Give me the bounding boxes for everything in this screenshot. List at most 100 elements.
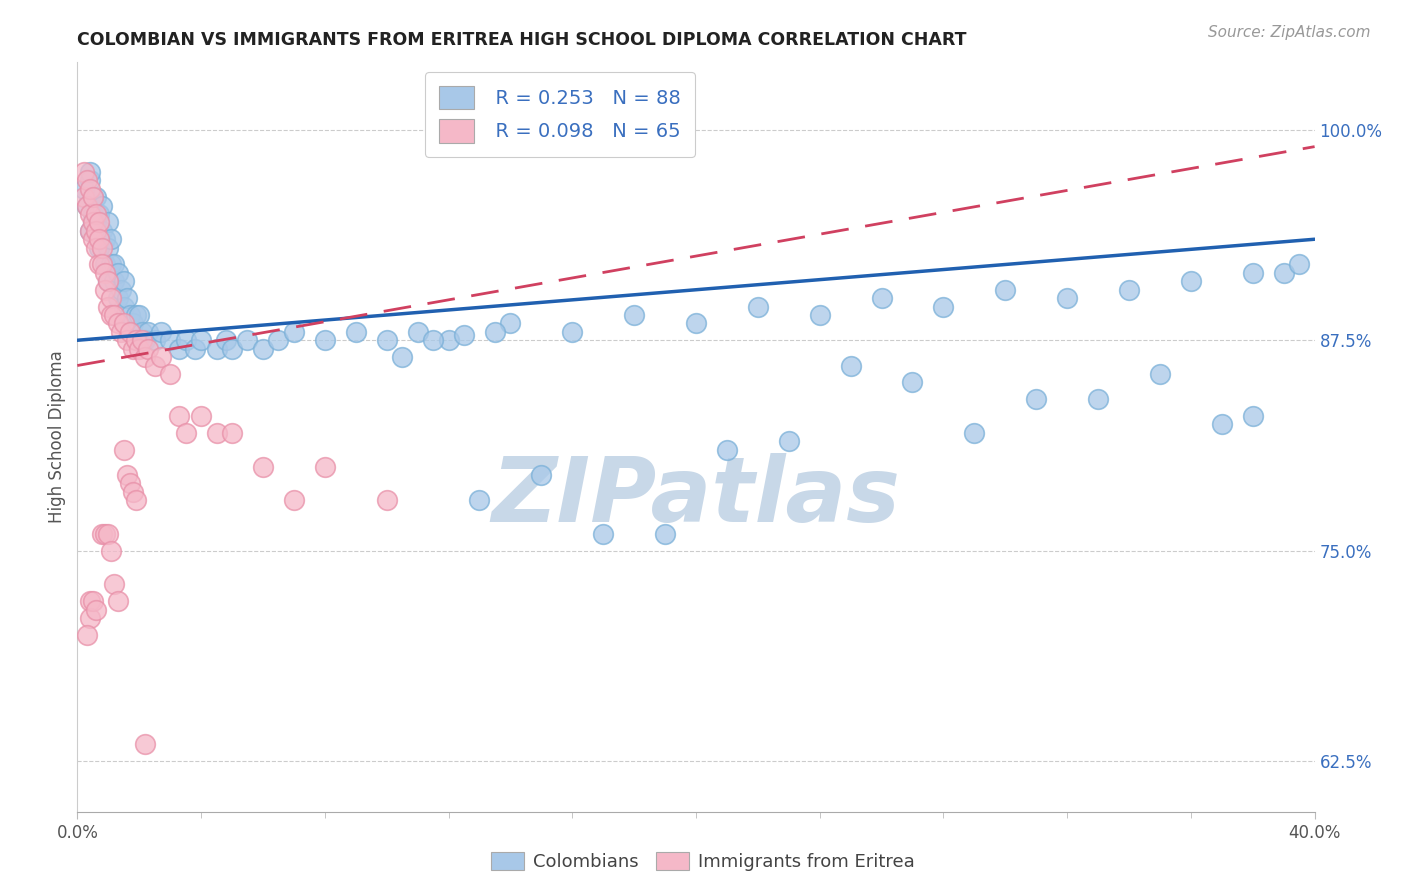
Point <box>716 442 738 457</box>
Point <box>79 165 101 179</box>
Legend:   R = 0.253   N = 88,   R = 0.098   N = 65: R = 0.253 N = 88, R = 0.098 N = 65 <box>425 72 695 157</box>
Point <box>91 198 114 212</box>
Point <box>97 215 120 229</box>
Point <box>84 224 107 238</box>
Point <box>901 376 924 390</box>
Point <box>375 493 398 508</box>
Point <box>654 527 676 541</box>
Point <box>110 283 132 297</box>
Point <box>103 308 125 322</box>
Point <box>84 602 107 616</box>
Point <box>115 467 138 482</box>
Point <box>205 425 228 440</box>
Point <box>79 207 101 221</box>
Point <box>91 527 114 541</box>
Point <box>97 274 120 288</box>
Point <box>1241 266 1264 280</box>
Point <box>236 333 259 347</box>
Point <box>468 493 491 508</box>
Point <box>107 317 129 331</box>
Point <box>76 628 98 642</box>
Point <box>100 258 122 272</box>
Point <box>94 283 117 297</box>
Point <box>314 333 336 347</box>
Point <box>79 173 101 187</box>
Legend: Colombians, Immigrants from Eritrea: Colombians, Immigrants from Eritrea <box>484 845 922 879</box>
Point <box>76 198 98 212</box>
Point <box>112 274 135 288</box>
Point <box>1025 392 1047 407</box>
Point <box>97 274 120 288</box>
Point <box>82 190 104 204</box>
Point <box>125 333 148 347</box>
Point <box>82 215 104 229</box>
Point <box>344 325 367 339</box>
Point <box>169 409 191 423</box>
Point <box>79 224 101 238</box>
Point <box>138 342 160 356</box>
Point <box>994 283 1017 297</box>
Point <box>747 300 769 314</box>
Point <box>138 325 160 339</box>
Point <box>134 350 156 364</box>
Point <box>134 333 156 347</box>
Point <box>118 308 141 322</box>
Point <box>131 325 153 339</box>
Point <box>1087 392 1109 407</box>
Point <box>115 333 138 347</box>
Point <box>103 274 125 288</box>
Point <box>530 467 553 482</box>
Point <box>112 442 135 457</box>
Point <box>87 215 110 229</box>
Point <box>437 333 460 347</box>
Point <box>112 300 135 314</box>
Point <box>870 291 893 305</box>
Point <box>159 333 181 347</box>
Point <box>143 359 166 373</box>
Point <box>100 291 122 305</box>
Point <box>97 527 120 541</box>
Point <box>118 476 141 491</box>
Point <box>134 737 156 751</box>
Point <box>112 317 135 331</box>
Point <box>94 527 117 541</box>
Point <box>267 333 290 347</box>
Point <box>190 409 212 423</box>
Point <box>205 342 228 356</box>
Point <box>94 232 117 246</box>
Point <box>1056 291 1078 305</box>
Point <box>252 459 274 474</box>
Point <box>1241 409 1264 423</box>
Text: ZIPatlas: ZIPatlas <box>492 453 900 541</box>
Point <box>107 594 129 608</box>
Point <box>97 241 120 255</box>
Point <box>100 543 122 558</box>
Point <box>122 317 145 331</box>
Point <box>87 232 110 246</box>
Point <box>221 425 243 440</box>
Point <box>1118 283 1140 297</box>
Point <box>82 207 104 221</box>
Point <box>1149 367 1171 381</box>
Point <box>76 173 98 187</box>
Point <box>82 215 104 229</box>
Point <box>932 300 955 314</box>
Point <box>1211 417 1233 432</box>
Point <box>122 342 145 356</box>
Point <box>84 215 107 229</box>
Point <box>107 266 129 280</box>
Point <box>115 291 138 305</box>
Point <box>149 350 172 364</box>
Point <box>221 342 243 356</box>
Point <box>76 198 98 212</box>
Point <box>79 594 101 608</box>
Point <box>107 291 129 305</box>
Y-axis label: High School Diploma: High School Diploma <box>48 351 66 524</box>
Point <box>110 325 132 339</box>
Point <box>125 308 148 322</box>
Point <box>100 232 122 246</box>
Point <box>84 207 107 221</box>
Point <box>87 258 110 272</box>
Point <box>100 308 122 322</box>
Point <box>103 577 125 591</box>
